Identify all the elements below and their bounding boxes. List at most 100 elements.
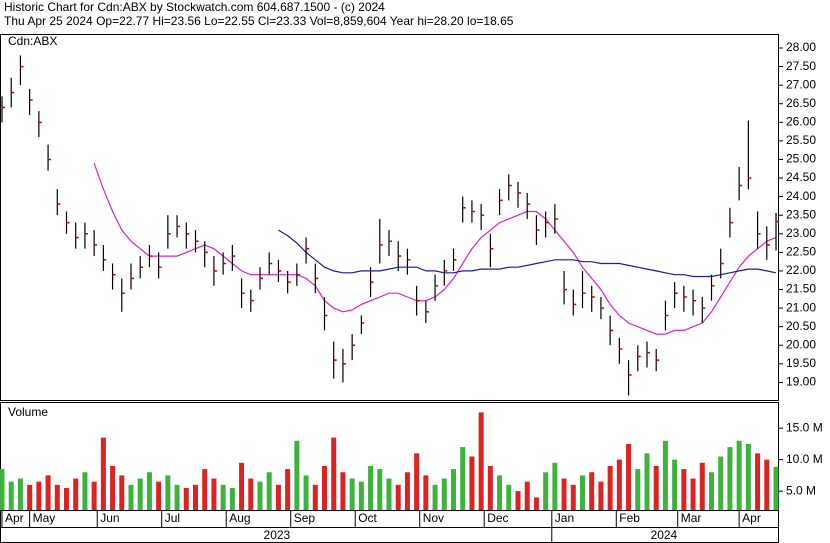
- volume-bar: [193, 484, 198, 510]
- y-tick-label: 24.50: [786, 170, 816, 184]
- volume-bar: [524, 481, 530, 510]
- volume-bar: [82, 472, 88, 510]
- volume-bar: [764, 459, 770, 510]
- x-tick-label: May: [33, 511, 56, 525]
- volume-bar: [736, 440, 742, 510]
- volume-bar: [469, 456, 475, 510]
- volume-bar: [506, 484, 512, 510]
- y-tick-label: 28.00: [786, 40, 816, 54]
- x-tick-label: Nov: [423, 511, 444, 525]
- y-tick-label: 20.00: [786, 337, 816, 351]
- volume-bar: [27, 484, 33, 510]
- volume-bar: [156, 481, 162, 510]
- volume-bar: [709, 472, 714, 510]
- y-tick-label: 5.0 M: [786, 483, 816, 497]
- y-tick-label: 25.50: [786, 133, 816, 147]
- volume-bar: [561, 478, 567, 510]
- volume-bar: [303, 475, 309, 510]
- y-tick-label: 15.0 M: [786, 420, 823, 434]
- volume-bar: [533, 497, 539, 510]
- volume-bar: [368, 465, 374, 510]
- volume-bar: [460, 447, 466, 510]
- volume-bar: [487, 465, 493, 510]
- volume-bar: [229, 487, 235, 510]
- volume-bar: [497, 475, 503, 510]
- volume-bar: [377, 469, 383, 510]
- y-tick-label: 19.50: [786, 356, 816, 370]
- x-tick-label: Sep: [294, 511, 316, 525]
- volume-bar: [589, 472, 595, 510]
- volume-bar: [220, 484, 226, 510]
- y-tick-label: 21.50: [786, 282, 816, 296]
- y-tick-label: 22.00: [786, 263, 816, 277]
- volume-bar: [322, 465, 327, 510]
- volume-bar: [165, 475, 171, 510]
- volume-bar: [239, 462, 245, 510]
- volume-bar: [616, 459, 622, 510]
- volume-bar: [543, 472, 549, 510]
- y-tick-label: 19.00: [786, 375, 816, 389]
- volume-bar: [672, 459, 678, 510]
- x-tick-label: Aug: [229, 511, 250, 525]
- volume-bar: [174, 484, 180, 510]
- year-label: 2024: [651, 528, 678, 542]
- price-panel: [0, 34, 779, 401]
- y-tick-label: 20.50: [786, 319, 816, 333]
- volume-bar: [257, 481, 263, 510]
- volume-bar: [8, 481, 14, 510]
- moving-average: [278, 229, 777, 278]
- chart-title: Historic Chart for Cdn:ABX by Stockwatch…: [4, 0, 385, 14]
- volume-bar: [626, 443, 632, 510]
- y-tick-label: 26.00: [786, 114, 816, 128]
- y-tick-label: 23.00: [786, 226, 816, 240]
- volume-label: Volume: [8, 405, 48, 419]
- volume-bar: [36, 481, 42, 510]
- volume-bar: [91, 481, 97, 510]
- volume-bar: [681, 469, 687, 510]
- volume-bar: [110, 465, 116, 510]
- volume-bar: [137, 478, 143, 510]
- volume-bar: [478, 412, 484, 510]
- y-tick-label: 27.50: [786, 59, 816, 73]
- volume-bar: [570, 484, 576, 510]
- volume-bar: [690, 478, 696, 510]
- y-tick-label: 22.50: [786, 245, 816, 259]
- volume-bar: [515, 491, 521, 510]
- volume-bar: [331, 437, 337, 510]
- chart-subtitle: Thu Apr 25 2024 Op=22.77 Hi=23.56 Lo=22.…: [4, 14, 514, 28]
- x-tick-label: Jan: [555, 511, 574, 525]
- volume-bar: [404, 472, 410, 510]
- volume-bar: [727, 447, 733, 510]
- y-tick-label: 21.00: [786, 300, 816, 314]
- volume-bar: [312, 484, 318, 510]
- y-tick-label: 26.50: [786, 96, 816, 110]
- volume-bar: [745, 443, 751, 510]
- x-tick-label: Apr: [5, 511, 24, 525]
- volume-bar: [285, 469, 291, 510]
- volume-bar: [266, 472, 272, 510]
- volume-bar: [100, 437, 106, 510]
- volume-bar: [432, 484, 438, 510]
- volume-bar: [340, 472, 346, 510]
- volume-bar: [598, 481, 604, 510]
- volume-bar: [580, 475, 585, 510]
- volume-bar: [17, 478, 23, 510]
- volume-bar: [54, 484, 60, 510]
- x-tick-label: Apr: [742, 511, 761, 525]
- volume-bar: [146, 472, 152, 510]
- volume-bar: [423, 475, 429, 510]
- x-tick-label: Oct: [358, 511, 377, 525]
- x-tick-label: Feb: [619, 511, 640, 525]
- volume-bar: [73, 478, 79, 510]
- volume-bar: [699, 462, 705, 510]
- volume-bar: [653, 465, 659, 510]
- volume-bar: [64, 487, 69, 510]
- volume-bar: [358, 481, 364, 510]
- volume-bar: [414, 453, 420, 510]
- volume-bar: [211, 478, 217, 510]
- volume-bar: [275, 484, 281, 510]
- volume-bar: [0, 469, 5, 510]
- volume-bar: [644, 453, 650, 510]
- x-tick-label: Dec: [487, 511, 508, 525]
- volume-bar: [773, 466, 779, 510]
